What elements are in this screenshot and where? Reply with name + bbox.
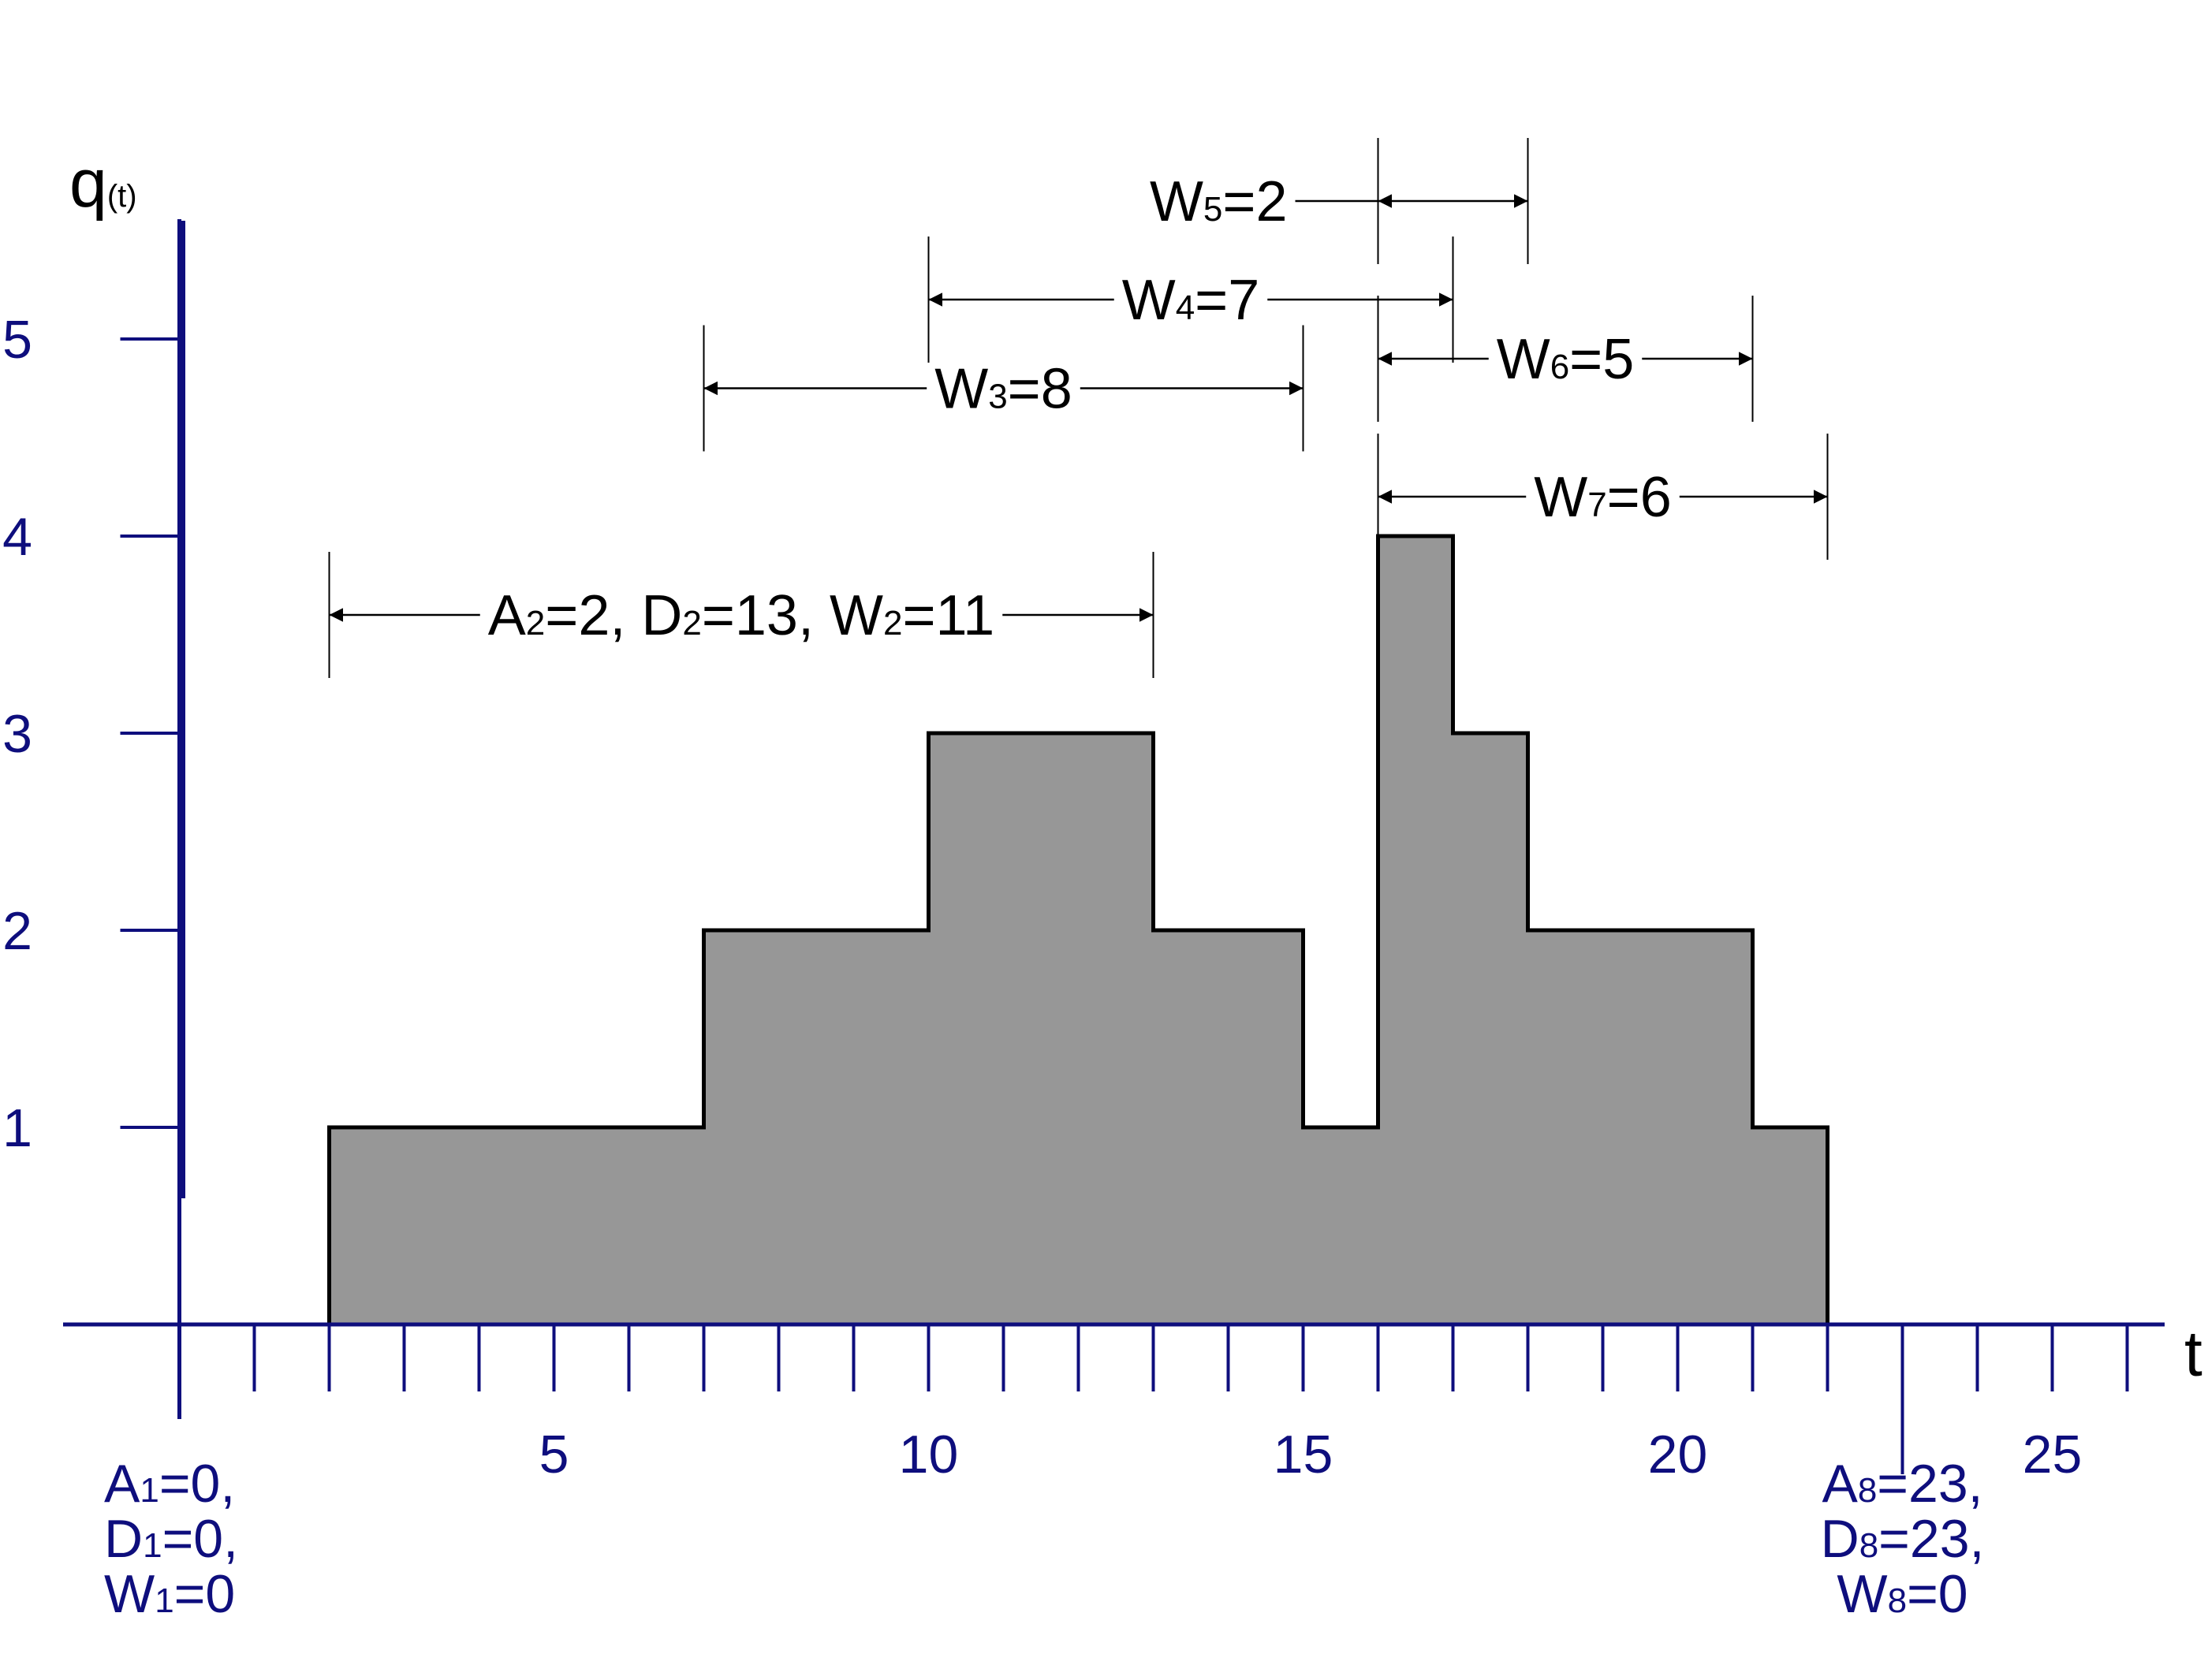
x-tick-label: 25 [2023,1425,2083,1484]
x-axis-title: t [2184,1318,2202,1390]
dimension-label: W4=7 [1122,269,1260,332]
x-tick-label: 5 [539,1425,569,1484]
queue-length-step-area [327,534,1829,1327]
annotation-line: W8=0 [1837,1564,1967,1624]
y-tick-label: 1 [2,1098,32,1158]
dimension-label-background [1526,487,1680,506]
axes: 5 10 15 20 25 1 2 3 4 5 t q(t) [2,146,2202,1484]
customer-annotation: A1=0,D1=0,W1=0 [104,1454,238,1624]
annotation-line: W1=0 [104,1564,235,1624]
x-tick-label: 15 [1274,1425,1333,1484]
waiting-time-dimensions: W4=7 W5=2 W6=5 W3=8 W7=6 A2=2, D2=13, W2=11 [328,138,1829,678]
dimension-label: W6=5 [1497,328,1635,391]
y-tick-label: 4 [2,507,32,567]
y-tick-label: 3 [2,704,32,764]
dimension-label-background [1488,349,1643,368]
y-axis-title: q(t) [69,146,137,222]
y-tick-label: 5 [2,310,32,370]
customer-annotations: A1=0,D1=0,W1=0 A8=23,D8=23,W8=0 [104,1454,1984,1624]
waiting-time-dimension: A2=2, D2=13, W2=11 [328,552,1154,678]
dimension-label-background [479,605,1003,624]
annotation-line: D1=0, [104,1509,238,1569]
x-tick-label: 20 [1648,1425,1708,1484]
dimension-label-background [927,378,1080,398]
y-tick-label: 2 [2,901,32,961]
waiting-time-dimension: W6=5 [1377,296,1754,422]
annotation-line: A8=23, [1822,1454,1982,1514]
waiting-time-dimension: W5=2 [1150,138,1529,264]
dimension-label: A2=2, D2=13, W2=11 [488,584,994,647]
customer-annotation: A8=23,D8=23,W8=0 [1821,1454,1985,1624]
waiting-time-dimension: W3=8 [703,325,1304,452]
dimension-label: W7=6 [1534,466,1672,529]
dimension-label: W5=2 [1150,170,1288,233]
waiting-time-dimension: W7=6 [1377,434,1829,560]
queue-area-layer [327,534,1829,1327]
waiting-time-dimension: W4=7 [927,237,1454,363]
dimension-label-background [1113,290,1268,309]
dimension-label: W3=8 [934,358,1072,421]
x-tick-label: 10 [899,1425,959,1484]
annotation-line: A1=0, [104,1454,235,1514]
annotation-line: D8=23, [1821,1509,1985,1569]
